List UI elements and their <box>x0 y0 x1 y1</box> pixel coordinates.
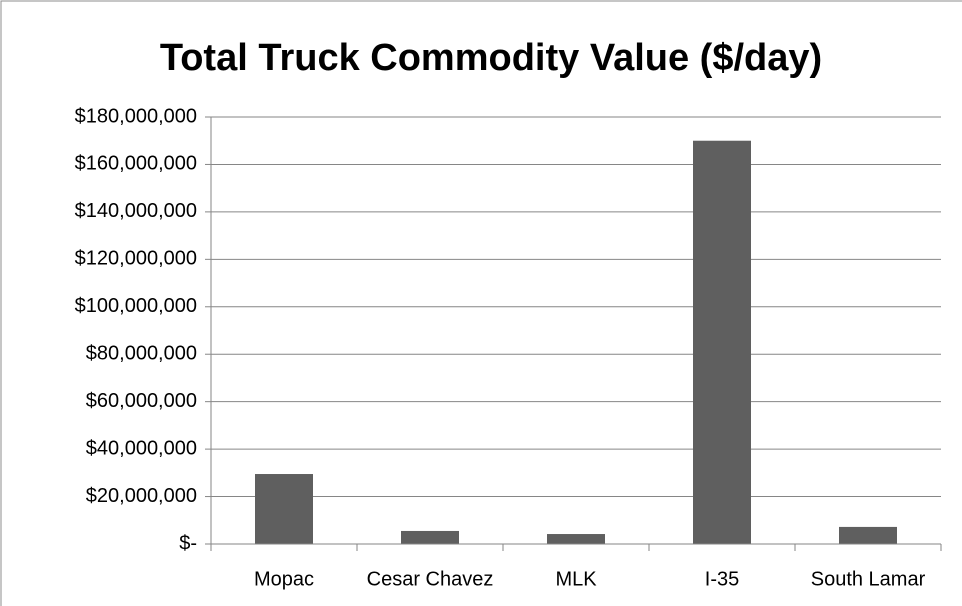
y-tick-label: $40,000,000 <box>86 437 197 459</box>
bar <box>255 474 313 544</box>
y-tick-label: $180,000,000 <box>75 105 197 127</box>
y-tick-label: $80,000,000 <box>86 343 197 365</box>
x-tick-label: South Lamar <box>811 568 926 590</box>
x-tick-label: I-35 <box>705 568 739 590</box>
bar <box>401 530 459 544</box>
x-tick-label: MLK <box>555 568 597 590</box>
y-tick-label: $120,000,000 <box>75 248 197 270</box>
bar <box>839 526 897 544</box>
y-tick-label: $- <box>179 532 197 554</box>
bar <box>547 534 605 544</box>
y-tick-label: $160,000,000 <box>75 153 197 175</box>
y-tick-label: $20,000,000 <box>86 485 197 507</box>
y-tick-label: $140,000,000 <box>75 200 197 222</box>
bar <box>693 140 751 544</box>
chart-title: Total Truck Commodity Value ($/day) <box>160 37 822 79</box>
y-tick-label: $100,000,000 <box>75 295 197 317</box>
y-tick-label: $60,000,000 <box>86 390 197 412</box>
x-tick-label: Mopac <box>254 568 314 590</box>
x-tick-label: Cesar Chavez <box>367 568 494 590</box>
